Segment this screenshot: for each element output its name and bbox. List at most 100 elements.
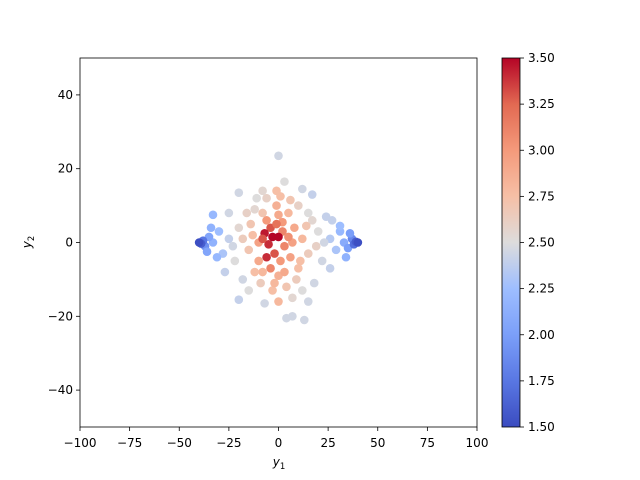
scatter-point — [202, 247, 212, 257]
scatter-point — [262, 193, 271, 203]
colorbar-tick-label: 3.00 — [528, 143, 555, 157]
colorbar-tick-label: 3.25 — [528, 97, 555, 111]
scatter-point — [244, 286, 254, 295]
scatter-point — [234, 223, 244, 233]
scatter-point — [280, 241, 289, 251]
scatter-point — [268, 232, 277, 242]
scatter-point — [307, 190, 317, 199]
scatter-point — [248, 230, 257, 240]
scatter-point — [252, 193, 261, 203]
scatter-point — [292, 275, 301, 284]
colorbar-gradient — [502, 58, 520, 427]
scatter-point — [335, 221, 345, 231]
scatter-point — [317, 256, 327, 266]
scatter-point — [307, 216, 317, 225]
scatter-point — [270, 278, 279, 288]
scatter-point — [298, 286, 307, 295]
x-tick-label: −50 — [167, 436, 192, 450]
scatter-point — [282, 282, 291, 292]
scatter-point — [244, 245, 254, 255]
scatter-point — [286, 195, 295, 205]
scatter-point — [242, 208, 252, 218]
scatter-point — [194, 238, 204, 247]
scatter-point — [280, 177, 289, 186]
scatter-point — [206, 223, 216, 233]
scatter-point — [286, 252, 295, 262]
scatter-point — [290, 223, 299, 233]
scatter-point — [250, 204, 259, 214]
scatter-point — [230, 256, 240, 266]
scatter-point — [309, 278, 319, 288]
colorbar-tick-label: 1.50 — [528, 420, 555, 434]
scatter-point — [272, 219, 281, 229]
scatter-point — [276, 256, 285, 266]
scatter-point — [256, 278, 265, 288]
y-tick-label: 0 — [65, 236, 73, 250]
colorbar-tick-label: 2.50 — [528, 236, 555, 250]
scatter-point — [353, 238, 363, 247]
scatter-point — [325, 264, 335, 273]
scatter-point — [270, 249, 279, 258]
scatter-point — [208, 210, 218, 220]
scatter-point — [258, 234, 267, 244]
y-axis-ticks: −40 −20 0 20 40 — [48, 88, 80, 397]
scatter-point — [274, 151, 283, 161]
colorbar-tick-label: 1.75 — [528, 374, 555, 388]
colorbar-tick-label: 2.25 — [528, 282, 555, 296]
scatter-point — [313, 227, 323, 236]
scatter-point — [303, 297, 313, 306]
scatter-point — [260, 299, 269, 308]
scatter-point — [258, 267, 267, 277]
scatter-point — [258, 186, 267, 196]
scatter-point — [296, 256, 305, 266]
colorbar-ticks: 1.50 1.75 2.00 2.25 2.50 2.75 3.00 3.25 3.50 — [520, 51, 555, 434]
x-tick-label: −75 — [117, 436, 142, 450]
scatter-point — [266, 264, 275, 273]
x-tick-label: 0 — [275, 436, 283, 450]
scatter-point — [274, 210, 283, 220]
scatter-point — [262, 252, 271, 262]
y-tick-label: 20 — [58, 162, 73, 176]
x-tick-label: −25 — [216, 436, 241, 450]
scatter-point — [331, 245, 341, 255]
scatter-point — [288, 312, 297, 321]
x-tick-label: −100 — [64, 436, 97, 450]
scatter-point — [234, 188, 244, 197]
scatter-point — [319, 238, 329, 247]
scatter-point — [294, 264, 303, 273]
scatter-point — [250, 267, 259, 277]
scatter-point — [345, 228, 355, 238]
scatter-point — [254, 256, 263, 266]
x-tick-label: 75 — [420, 436, 435, 450]
x-axis-ticks: −100 −75 −50 −25 0 25 50 75 100 — [64, 427, 489, 450]
scatter-point — [258, 208, 267, 218]
scatter-point — [224, 208, 234, 218]
scatter-point — [224, 234, 234, 244]
y-tick-label: −20 — [48, 309, 73, 323]
scatter-point — [234, 295, 244, 304]
colorbar-tick-label: 2.00 — [528, 328, 555, 342]
scatter-point — [268, 286, 277, 295]
scatter-point — [272, 201, 281, 210]
x-tick-label: 50 — [370, 436, 385, 450]
scatter-point — [284, 208, 293, 218]
scatter-point — [303, 208, 313, 218]
scatter-point — [262, 216, 271, 225]
x-tick-label: 25 — [320, 436, 335, 450]
scatter-point — [238, 234, 248, 244]
x-tick-label: 100 — [466, 436, 489, 450]
scatter-point — [276, 192, 285, 201]
colorbar-tick-label: 2.75 — [528, 189, 555, 203]
plot-frame — [79, 57, 478, 428]
colorbar: 1.50 1.75 2.00 2.25 2.50 2.75 3.00 3.25 3.50 — [501, 51, 555, 434]
scatter-point — [311, 241, 321, 251]
y-tick-label: 40 — [58, 88, 73, 102]
scatter-point — [300, 315, 309, 325]
y-axis-label: y2 — [20, 236, 37, 250]
y-tick-label: −40 — [48, 383, 73, 397]
scatter-point — [341, 252, 351, 262]
scatter-point — [294, 201, 303, 210]
scatter-point — [298, 184, 307, 194]
scatter-point — [228, 241, 238, 251]
